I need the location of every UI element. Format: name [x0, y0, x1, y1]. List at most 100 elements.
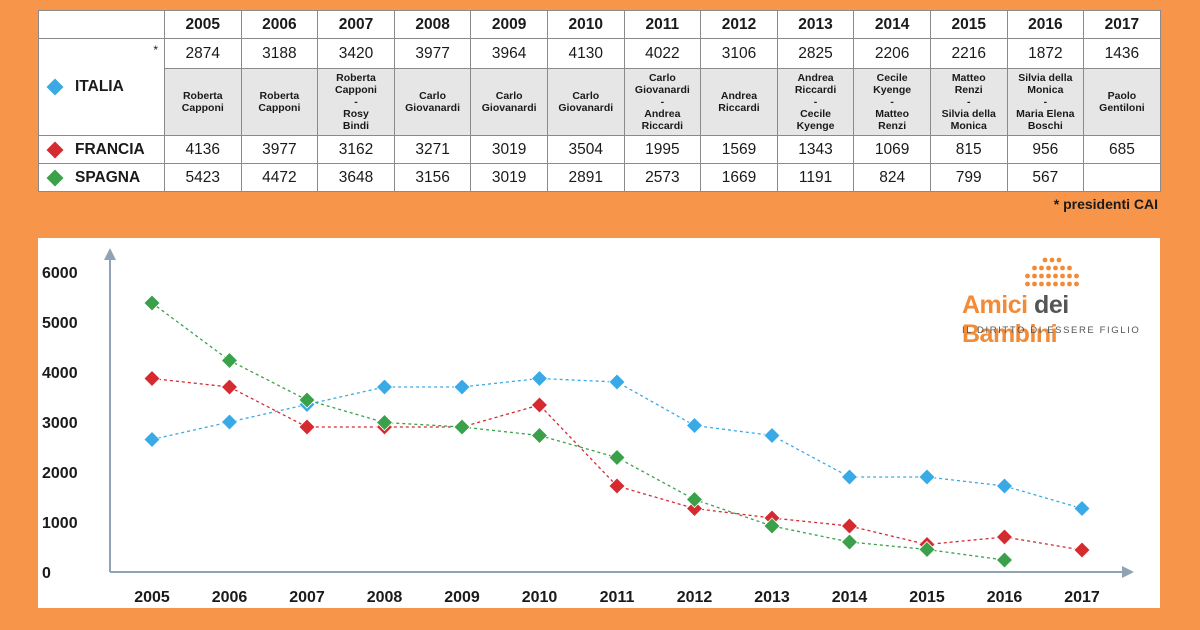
- president-cell: Roberta Capponi: [164, 68, 242, 136]
- value-cell: 2573: [623, 163, 702, 192]
- table-row-spagna: SPAGNA 5423 4472 3648 3156 3019 2891 2573 1669 11…: [38, 163, 1161, 192]
- data-point-francia: [840, 517, 859, 535]
- data-point-italia: [453, 378, 471, 396]
- year-header-2012: 2012: [700, 10, 778, 39]
- x-tick-label: 2006: [212, 589, 248, 606]
- value-cell: 956: [1006, 135, 1085, 164]
- logo-dot: [1060, 265, 1065, 271]
- year-header-2013: 2013: [776, 10, 855, 39]
- year-header-2014: 2014: [853, 10, 931, 39]
- year-header-2015: 2015: [929, 10, 1008, 39]
- y-axis-arrow-icon: [104, 248, 116, 260]
- data-point-italia: [840, 468, 859, 486]
- x-tick-label: 2008: [367, 589, 403, 606]
- logo-dot: [1046, 273, 1051, 279]
- y-tick-label: 5000: [42, 315, 78, 332]
- x-tick-label: 2015: [909, 589, 945, 606]
- logo-dot: [1046, 281, 1051, 287]
- logo-dot: [1032, 281, 1037, 287]
- data-point-francia: [530, 396, 549, 414]
- y-tick-label: 2000: [42, 465, 78, 482]
- data-point-francia: [685, 499, 704, 518]
- president-cell: Roberta Capponi: [240, 68, 319, 136]
- data-point-spagna: [608, 448, 626, 467]
- country-label-italia: ITALIA *: [38, 38, 165, 136]
- value-cell: 824: [853, 163, 931, 192]
- president-cell: Silvia della Monica - Maria Elena Boschi: [1006, 68, 1085, 136]
- value-cell: 3019: [470, 163, 548, 192]
- country-name: SPAGNA: [75, 168, 141, 186]
- logo-dot: [1025, 273, 1030, 279]
- x-tick-label: 2016: [987, 589, 1023, 606]
- value-cell: 685: [1083, 135, 1161, 164]
- footnote: * presidenti CAI: [1053, 196, 1158, 212]
- country-name: FRANCIA: [75, 140, 145, 158]
- president-cell: Carlo Giovanardi: [546, 68, 625, 136]
- line-chart: 0 1000 2000 3000 4000 5000 6000 2005 2006 2007 200…: [42, 248, 1134, 606]
- x-tick-label: 2012: [677, 589, 713, 606]
- president-cell: Andrea Riccardi: [700, 68, 778, 136]
- x-tick-label: 2005: [134, 589, 170, 606]
- logo-dot: [1074, 281, 1079, 287]
- value-cell: 1872: [1006, 38, 1085, 69]
- data-point-spagna: [375, 413, 394, 432]
- president-cell: Roberta Capponi - Rosy Bindi: [317, 68, 395, 136]
- amici-dei-bambini-logo: Amici dei Bambini IL DIRITTO DI ESSERE F…: [962, 255, 1152, 348]
- y-tick-label: 6000: [42, 265, 78, 282]
- value-cell: 4472: [240, 163, 319, 192]
- data-table: 2005 2006 2007 2008 2009 2010 2011 2012 2013 2014…: [38, 10, 1161, 192]
- data-point-spagna: [530, 426, 549, 445]
- x-axis-arrow-icon: [1122, 566, 1134, 578]
- data-point-italia: [375, 378, 394, 396]
- y-tick-label: 4000: [42, 365, 78, 382]
- year-header-2011: 2011: [623, 10, 702, 39]
- data-point-francia: [995, 528, 1014, 546]
- value-cell: 4136: [164, 135, 242, 164]
- value-cell: 3162: [317, 135, 395, 164]
- value-cell: 3420: [317, 38, 395, 69]
- value-cell: [1083, 163, 1161, 192]
- value-cell: 3964: [470, 38, 548, 69]
- diamond-marker-icon: [46, 141, 64, 158]
- logo-dot: [1060, 273, 1065, 279]
- diamond-marker-icon: [46, 78, 64, 96]
- logo-tree-icon: [1025, 257, 1079, 287]
- x-tick-label: 2013: [754, 589, 790, 606]
- year-header-2005: 2005: [164, 10, 242, 39]
- x-tick-label: 2010: [522, 589, 558, 606]
- y-tick-label: 1000: [42, 515, 78, 532]
- data-point-spagna: [143, 294, 161, 312]
- logo-dot: [1032, 265, 1037, 271]
- logo-dot: [1053, 265, 1058, 271]
- value-cell: 2825: [776, 38, 855, 69]
- x-tick-label: 2009: [444, 589, 480, 606]
- year-header-2006: 2006: [240, 10, 319, 39]
- data-point-italia: [143, 430, 161, 449]
- table-row-italia: ITALIA * 2874 3188 3420 3977 3964 4130 4022 3106 2…: [38, 38, 1161, 136]
- y-tick-label: 3000: [42, 415, 78, 432]
- logo-dot: [1053, 281, 1058, 287]
- value-cell: 1569: [700, 135, 778, 164]
- data-point-italia: [918, 468, 936, 486]
- year-header-2007: 2007: [317, 10, 395, 39]
- logo-dot: [1025, 281, 1030, 287]
- year-header-2009: 2009: [470, 10, 548, 39]
- data-point-italia: [220, 413, 239, 431]
- value-cell: 1069: [853, 135, 931, 164]
- data-point-francia: [1073, 541, 1091, 559]
- table-row-presidents: Roberta Capponi Roberta Capponi Roberta Ca…: [39, 68, 1161, 136]
- value-cell: 1669: [700, 163, 778, 192]
- logo-dot: [1060, 281, 1065, 287]
- president-cell: Paolo Gentiloni: [1083, 68, 1161, 136]
- value-cell: 2216: [929, 38, 1008, 69]
- value-cell: 2891: [546, 163, 625, 192]
- country-label-francia: FRANCIA: [38, 135, 165, 164]
- logo-dot: [1032, 273, 1037, 279]
- value-cell: 3106: [700, 38, 778, 69]
- logo-dot: [1049, 257, 1055, 263]
- country-label-spagna: SPAGNA: [38, 163, 165, 192]
- logo-dot: [1067, 281, 1072, 287]
- y-tick-label: 0: [42, 565, 51, 582]
- x-tick-label: 2007: [289, 589, 325, 606]
- data-point-italia: [685, 416, 704, 435]
